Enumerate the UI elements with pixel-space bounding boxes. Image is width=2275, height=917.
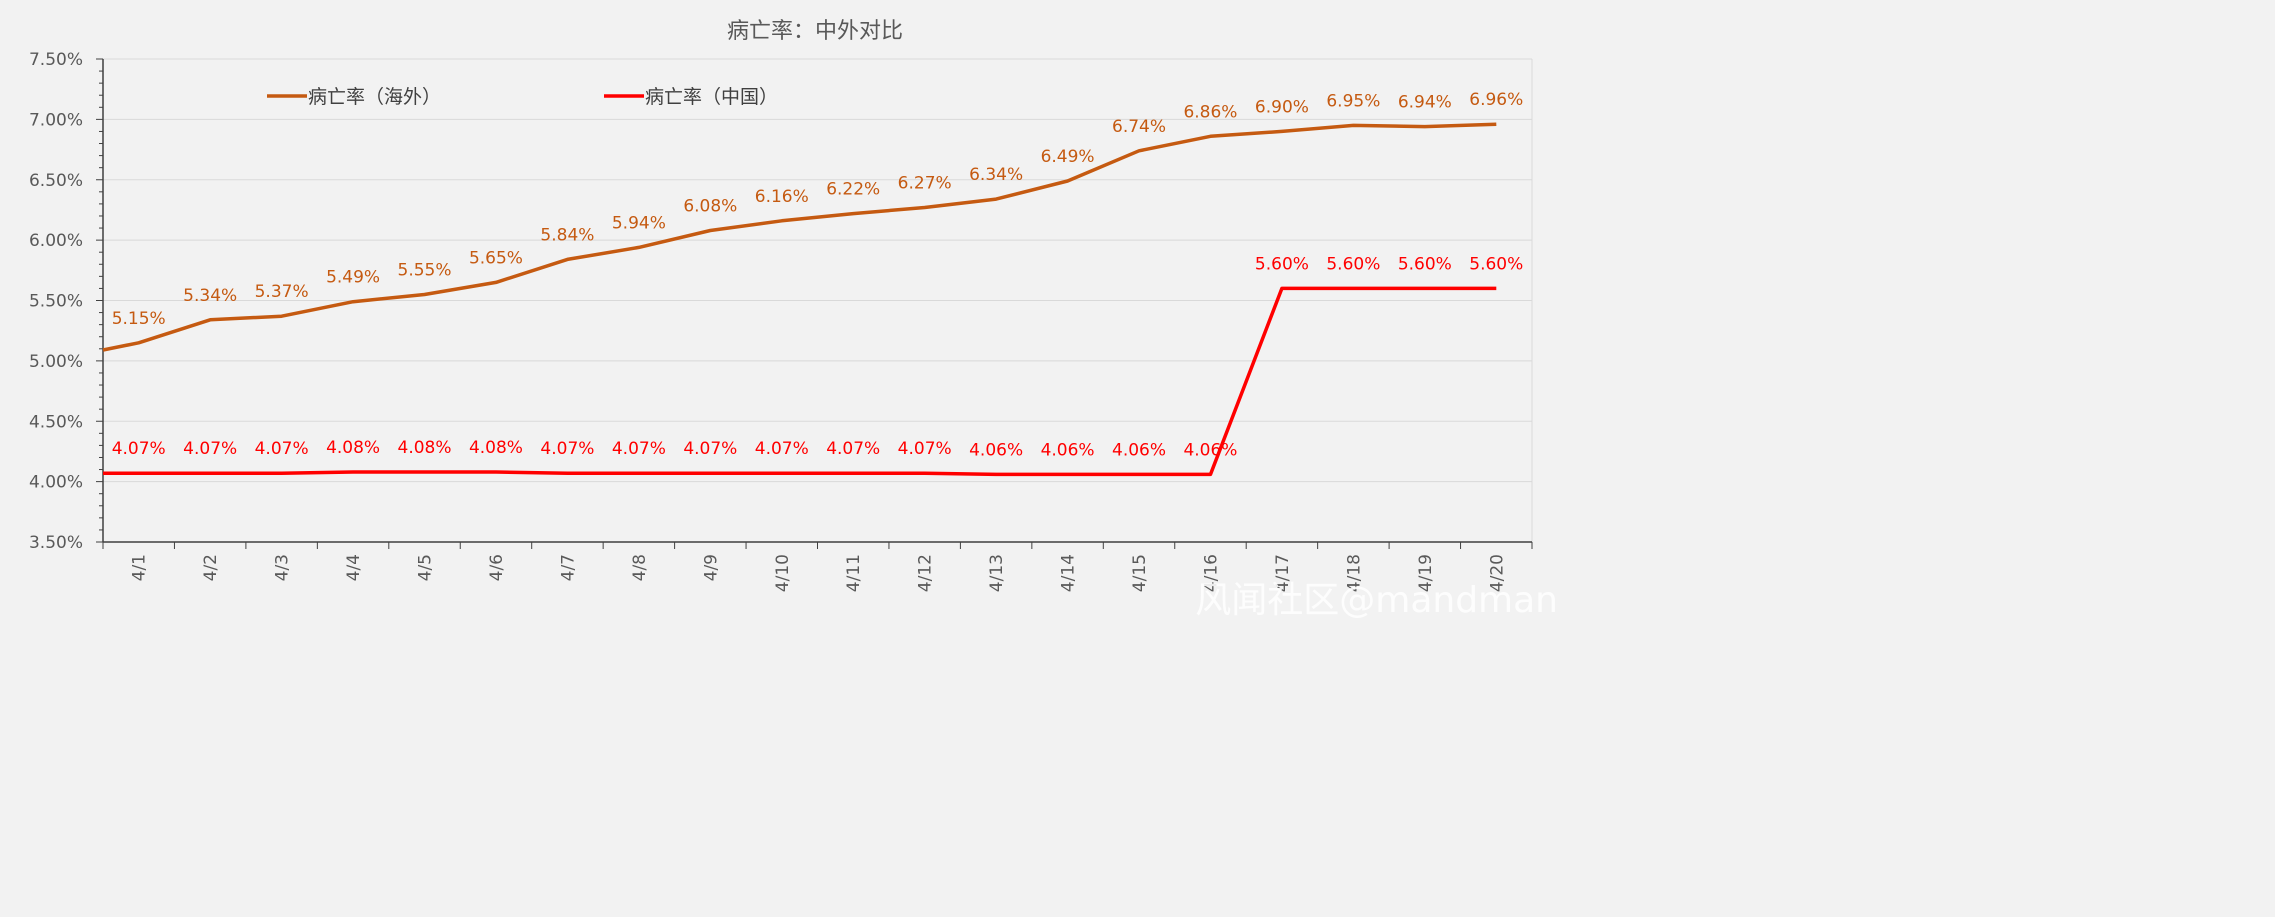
data-label: 6.08% (683, 196, 737, 216)
data-label: 6.95% (1326, 91, 1380, 111)
y-tick-label: 7.50% (29, 50, 83, 70)
data-label: 6.22% (826, 180, 880, 200)
data-label: 5.60% (1255, 254, 1309, 274)
data-label: 4.07% (612, 439, 666, 459)
data-label: 4.06% (1112, 440, 1166, 460)
data-label: 6.27% (898, 174, 952, 194)
x-tick-label: 4/5 (416, 554, 436, 581)
legend-label: 病亡率（中国） (645, 86, 778, 108)
x-tick-label: 4/13 (987, 554, 1007, 592)
y-tick-label: 4.50% (29, 412, 83, 432)
x-tick-label: 4/2 (201, 554, 221, 581)
legend-label: 病亡率（海外） (308, 86, 441, 108)
data-label: 4.08% (398, 438, 452, 458)
data-label: 4.06% (1183, 440, 1237, 460)
axes: 3.50% 4.00% 4.50% 5.00% 5.50% 6.00% 6.50% 7.00%… (29, 50, 1533, 592)
y-tick-label: 6.00% (29, 231, 83, 251)
data-label: 4.07% (112, 439, 166, 459)
data-label: 5.55% (398, 260, 452, 280)
data-label: 5.84% (540, 225, 594, 245)
data-label: 4.07% (255, 439, 309, 459)
x-tick-label: 4/10 (773, 554, 793, 592)
chart-root: 3.50% 4.00% 4.50% 5.00% 5.50% 6.00% 6.50% 7.00%… (0, 0, 1568, 632)
data-label: 6.49% (1041, 147, 1095, 167)
data-label: 4.08% (326, 438, 380, 458)
watermark: 风闻社区@mandman (1195, 580, 1558, 621)
data-label: 5.60% (1469, 254, 1523, 274)
x-tick-label: 4/20 (1487, 554, 1507, 592)
data-label: 5.60% (1326, 254, 1380, 274)
data-label: 6.94% (1398, 93, 1452, 113)
x-tick-label: 4/6 (487, 554, 507, 581)
x-tick-label: 4/18 (1344, 554, 1364, 592)
series-layer (102, 122, 1497, 477)
x-tick-label: 4/15 (1130, 554, 1150, 592)
x-tick-label: 4/19 (1416, 554, 1436, 592)
x-tick-label: 4/11 (844, 554, 864, 592)
y-tick-label: 7.00% (29, 110, 83, 130)
x-tick-label: 4/17 (1273, 554, 1293, 592)
y-tick-label: 5.50% (29, 292, 83, 312)
data-label: 4.07% (826, 439, 880, 459)
gridlines (103, 58, 1533, 542)
x-tick-label: 4/9 (701, 554, 721, 581)
x-tick-label: 4/12 (916, 554, 936, 592)
data-label: 6.96% (1469, 90, 1523, 110)
data-label: 5.15% (112, 309, 166, 329)
data-label: 4.07% (183, 439, 237, 459)
y-tick-label: 6.50% (29, 171, 83, 191)
y-tick-label: 4.00% (29, 473, 83, 493)
x-tick-label: 4/3 (273, 554, 293, 581)
x-tick-label: 4/8 (630, 554, 650, 581)
data-label: 4.07% (540, 439, 594, 459)
data-label: 4.06% (1041, 440, 1095, 460)
data-label: 6.16% (755, 187, 809, 207)
data-label: 4.07% (683, 439, 737, 459)
data-label: 5.49% (326, 268, 380, 288)
y-tick-label: 3.50% (29, 533, 83, 553)
data-label: 5.94% (612, 213, 666, 233)
x-tick-label: 4/16 (1201, 554, 1221, 592)
x-tick-label: 4/7 (558, 554, 578, 581)
x-tick-label: 4/1 (130, 554, 150, 581)
series-line-0 (102, 122, 1497, 352)
data-label: 6.86% (1183, 102, 1237, 122)
data-label: 4.07% (755, 439, 809, 459)
series-line-1 (103, 286, 1497, 477)
data-label: 4.06% (969, 440, 1023, 460)
line-chart: 3.50% 4.00% 4.50% 5.00% 5.50% 6.00% 6.50% 7.00%… (29, 19, 1558, 621)
legend: 病亡率（海外） 病亡率（中国） (267, 86, 778, 108)
data-label: 5.60% (1398, 254, 1452, 274)
data-label: 6.34% (969, 165, 1023, 185)
x-tick-label: 4/4 (344, 554, 364, 581)
data-label: 5.37% (255, 282, 309, 302)
chart-title: 病亡率：中外对比 (727, 19, 903, 44)
y-tick-label: 5.00% (29, 352, 83, 372)
data-label: 4.07% (898, 439, 952, 459)
data-labels: 5.15% 5.34% 5.37% 5.49% 5.55% 5.65% 5.84% 5.94%… (112, 90, 1524, 460)
data-label: 4.08% (469, 438, 523, 458)
x-tick-label: 4/14 (1059, 554, 1079, 592)
data-label: 5.65% (469, 248, 523, 268)
data-label: 6.74% (1112, 117, 1166, 137)
data-label: 6.90% (1255, 97, 1309, 117)
data-label: 5.34% (183, 286, 237, 306)
